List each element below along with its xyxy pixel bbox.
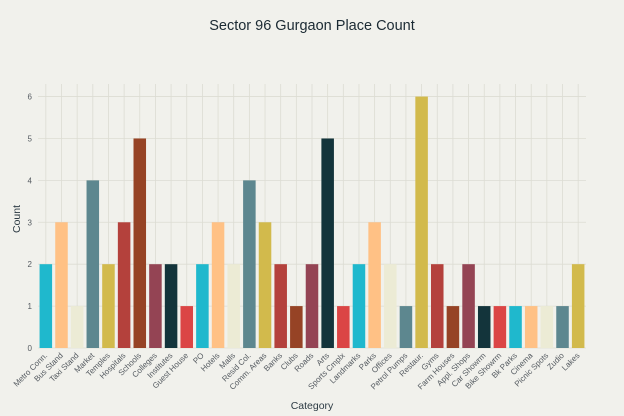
y-tick-label: 4 xyxy=(28,176,33,185)
bar-bike-showrm xyxy=(493,306,507,348)
y-tick-label: 5 xyxy=(28,134,33,143)
y-tick-label: 6 xyxy=(28,93,33,102)
bar-banks xyxy=(274,264,287,348)
y-tick-label: 2 xyxy=(28,260,33,269)
y-axis-label: Count xyxy=(11,205,23,233)
chart-title: Sector 96 Gurgaon Place Count xyxy=(209,18,415,34)
bar-metro-conn xyxy=(39,264,53,348)
x-axis-label: Category xyxy=(291,400,334,412)
y-tick-label: 3 xyxy=(28,218,33,227)
bar-offices xyxy=(384,264,397,348)
bar-po xyxy=(196,264,209,348)
bar-malls xyxy=(227,264,240,348)
bar-gyms xyxy=(430,264,444,348)
bar-appl-shops xyxy=(462,264,475,348)
bar-arts xyxy=(321,138,334,348)
bar-car-showrm xyxy=(477,306,491,348)
bar-picnic-spots xyxy=(540,306,554,348)
bar-landmarks xyxy=(352,264,366,348)
bar-hospitals xyxy=(117,222,131,348)
bar-temples xyxy=(102,264,115,348)
bar-clubs xyxy=(290,306,303,348)
bar-market xyxy=(86,180,100,348)
bar-hotels xyxy=(211,222,225,348)
bar-petrol-pumps xyxy=(399,306,413,348)
bar-taxi-stand xyxy=(70,306,84,348)
y-axis-ticks: 0 1 2 3 4 5 6 xyxy=(28,93,33,353)
bar-zudio xyxy=(556,306,569,348)
bars xyxy=(39,96,585,348)
bar-roads xyxy=(305,264,319,348)
bar-restaur xyxy=(415,96,428,348)
bar-bk-parks xyxy=(509,306,522,348)
bar-bus-stand xyxy=(55,222,68,348)
bar-cinema xyxy=(524,306,538,348)
bar-institutes xyxy=(164,264,178,348)
bar-comm-areas xyxy=(258,222,272,348)
bar-sports-cmplx xyxy=(337,306,350,348)
bar-colleges xyxy=(149,264,162,348)
bar-lakes xyxy=(571,264,585,348)
bar-farm-houses xyxy=(446,306,460,348)
bar-schools xyxy=(133,138,147,348)
bar-parks xyxy=(368,222,381,348)
y-tick-label: 1 xyxy=(28,302,33,311)
bar-guest-house xyxy=(180,306,194,348)
bar-resid-col xyxy=(243,180,256,348)
y-tick-label: 0 xyxy=(28,344,33,353)
